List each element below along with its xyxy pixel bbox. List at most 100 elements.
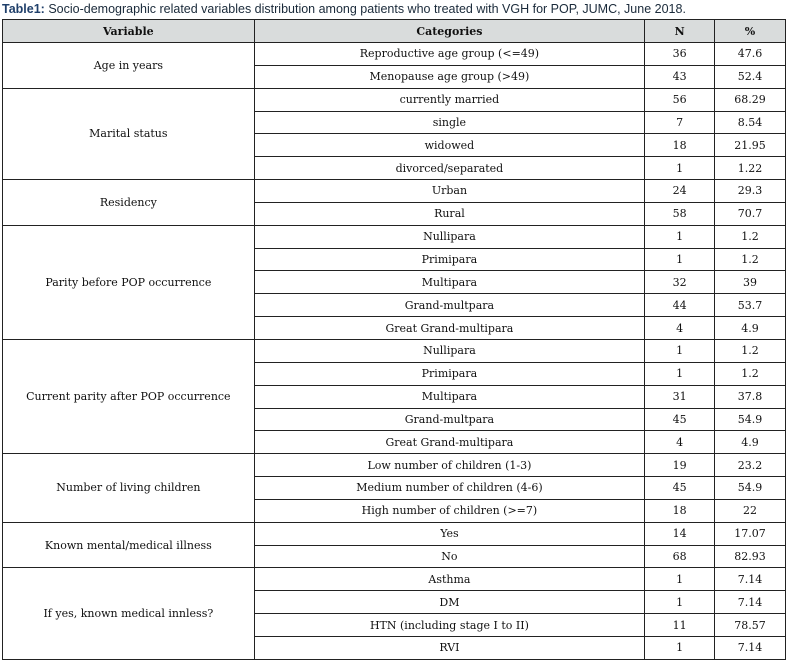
percent-cell: 54.9 [714,476,786,500]
category-cell: Great Grand-multipara [253,430,646,455]
category-cell: Primipara [253,247,646,272]
percent-cell: 1.2 [714,361,786,386]
percent-cell: 8.54 [714,110,786,135]
category-cell: Urban [253,179,646,203]
n-cell: 45 [644,476,716,500]
category-cell: currently married [253,87,646,112]
header-categories: Categories [253,19,646,43]
percent-cell: 54.9 [714,407,786,432]
percent-cell: 29.3 [714,179,786,203]
percent-cell: 70.7 [714,201,786,226]
category-cell: Grand-multpara [253,293,646,318]
table-row: Medium number of children (4-6) 45 54.9 [3,476,786,500]
table-row: HTN (including stage I to II) 11 78.57 [3,613,786,637]
variable-cell: If yes, known medical innless? [2,567,255,660]
n-cell: 11 [644,613,716,637]
percent-cell: 82.93 [714,544,786,569]
percent-cell: 78.57 [714,613,786,637]
n-cell: 56 [644,87,716,112]
category-cell: Asthma [253,567,646,592]
table-caption-label: Table1: [2,2,45,16]
table-row: Great Grand-multipara 4 4.9 [3,430,786,455]
socio-demographic-table: Variable Categories N % Age in years Repr… [2,19,786,660]
table-row: Known mental/medical illness Yes 14 17.07 [2,521,786,569]
category-cell: Rural [253,201,646,226]
category-cell: Primipara [253,361,646,386]
category-cell: Multipara [253,384,646,409]
n-cell: 1 [644,567,716,592]
header-percent: % [714,19,786,43]
percent-cell: 4.9 [714,316,786,340]
n-cell: 7 [644,110,716,135]
category-cell: Multipara [253,270,646,295]
header-variable: Variable [2,19,255,43]
header-row: Variable Categories N % [2,19,786,43]
variable-cell: Number of living children [2,453,255,523]
n-cell: 19 [644,453,716,478]
n-cell: 4 [644,430,716,455]
n-cell: 1 [644,338,716,363]
n-cell: 31 [644,384,716,409]
category-cell: Menopause age group (>49) [253,64,646,89]
percent-cell: 7.14 [714,590,786,615]
category-cell: widowed [253,133,646,158]
variable-cell: Current parity after POP occurrence [2,338,255,455]
table-row: Rural 58 70.7 [3,201,786,226]
n-cell: 1 [644,590,716,615]
percent-cell: 21.95 [714,133,786,158]
table-row: widowed 18 21.95 [3,133,786,158]
table-row: Grand-multpara 45 54.9 [3,407,786,432]
table-row: High number of children (>=7) 18 22 [3,498,786,523]
table-caption: Table1: Socio-demographic related variab… [2,2,686,16]
percent-cell: 37.8 [714,384,786,409]
table-row: Multipara 32 39 [3,270,786,295]
table-row: Marital status currently married 56 68.29 [2,87,786,181]
n-cell: 1 [644,247,716,272]
table-body: Age in years Reproductive age group (<=49… [2,42,786,660]
table-row: Residency Urban 24 29.3 [2,179,786,226]
n-cell: 18 [644,498,716,523]
percent-cell: 1.2 [714,338,786,363]
percent-cell: 47.6 [714,42,786,66]
n-cell: 24 [644,179,716,203]
percent-cell: 7.14 [714,567,786,592]
percent-cell: 4.9 [714,430,786,455]
category-cell: Low number of children (1-3) [253,453,646,478]
n-cell: 1 [644,156,716,181]
category-cell: High number of children (>=7) [253,498,646,523]
category-cell: HTN (including stage I to II) [253,613,646,637]
percent-cell: 68.29 [714,87,786,112]
percent-cell: 52.4 [714,64,786,89]
category-cell: Grand-multpara [253,407,646,432]
variable-cell: Known mental/medical illness [2,521,255,569]
percent-cell: 1.2 [714,224,786,249]
category-cell: Yes [253,521,646,546]
n-cell: 32 [644,270,716,295]
category-cell: Medium number of children (4-6) [253,476,646,500]
variable-cell: Marital status [2,87,255,181]
n-cell: 58 [644,201,716,226]
percent-cell: 53.7 [714,293,786,318]
n-cell: 18 [644,133,716,158]
category-cell: Great Grand-multipara [253,316,646,340]
percent-cell: 23.2 [714,453,786,478]
table-row: divorced/separated 1 1.22 [3,156,786,181]
n-cell: 14 [644,521,716,546]
percent-cell: 22 [714,498,786,523]
table-caption-text: Socio-demographic related variables dist… [44,2,686,16]
n-cell: 4 [644,316,716,340]
n-cell: 45 [644,407,716,432]
n-cell: 36 [644,42,716,66]
n-cell: 68 [644,544,716,569]
category-cell: Nullipara [253,338,646,363]
category-cell: Nullipara [253,224,646,249]
percent-cell: 7.14 [714,635,786,660]
category-cell: DM [253,590,646,615]
category-cell: RVI [253,635,646,660]
percent-cell: 39 [714,270,786,295]
category-cell: Reproductive age group (<=49) [253,42,646,66]
table-row: Age in years Reproductive age group (<=49… [2,42,786,89]
table-row: Current parity after POP occurrence Nulli… [2,338,786,455]
n-cell: 1 [644,224,716,249]
percent-cell: 1.2 [714,247,786,272]
